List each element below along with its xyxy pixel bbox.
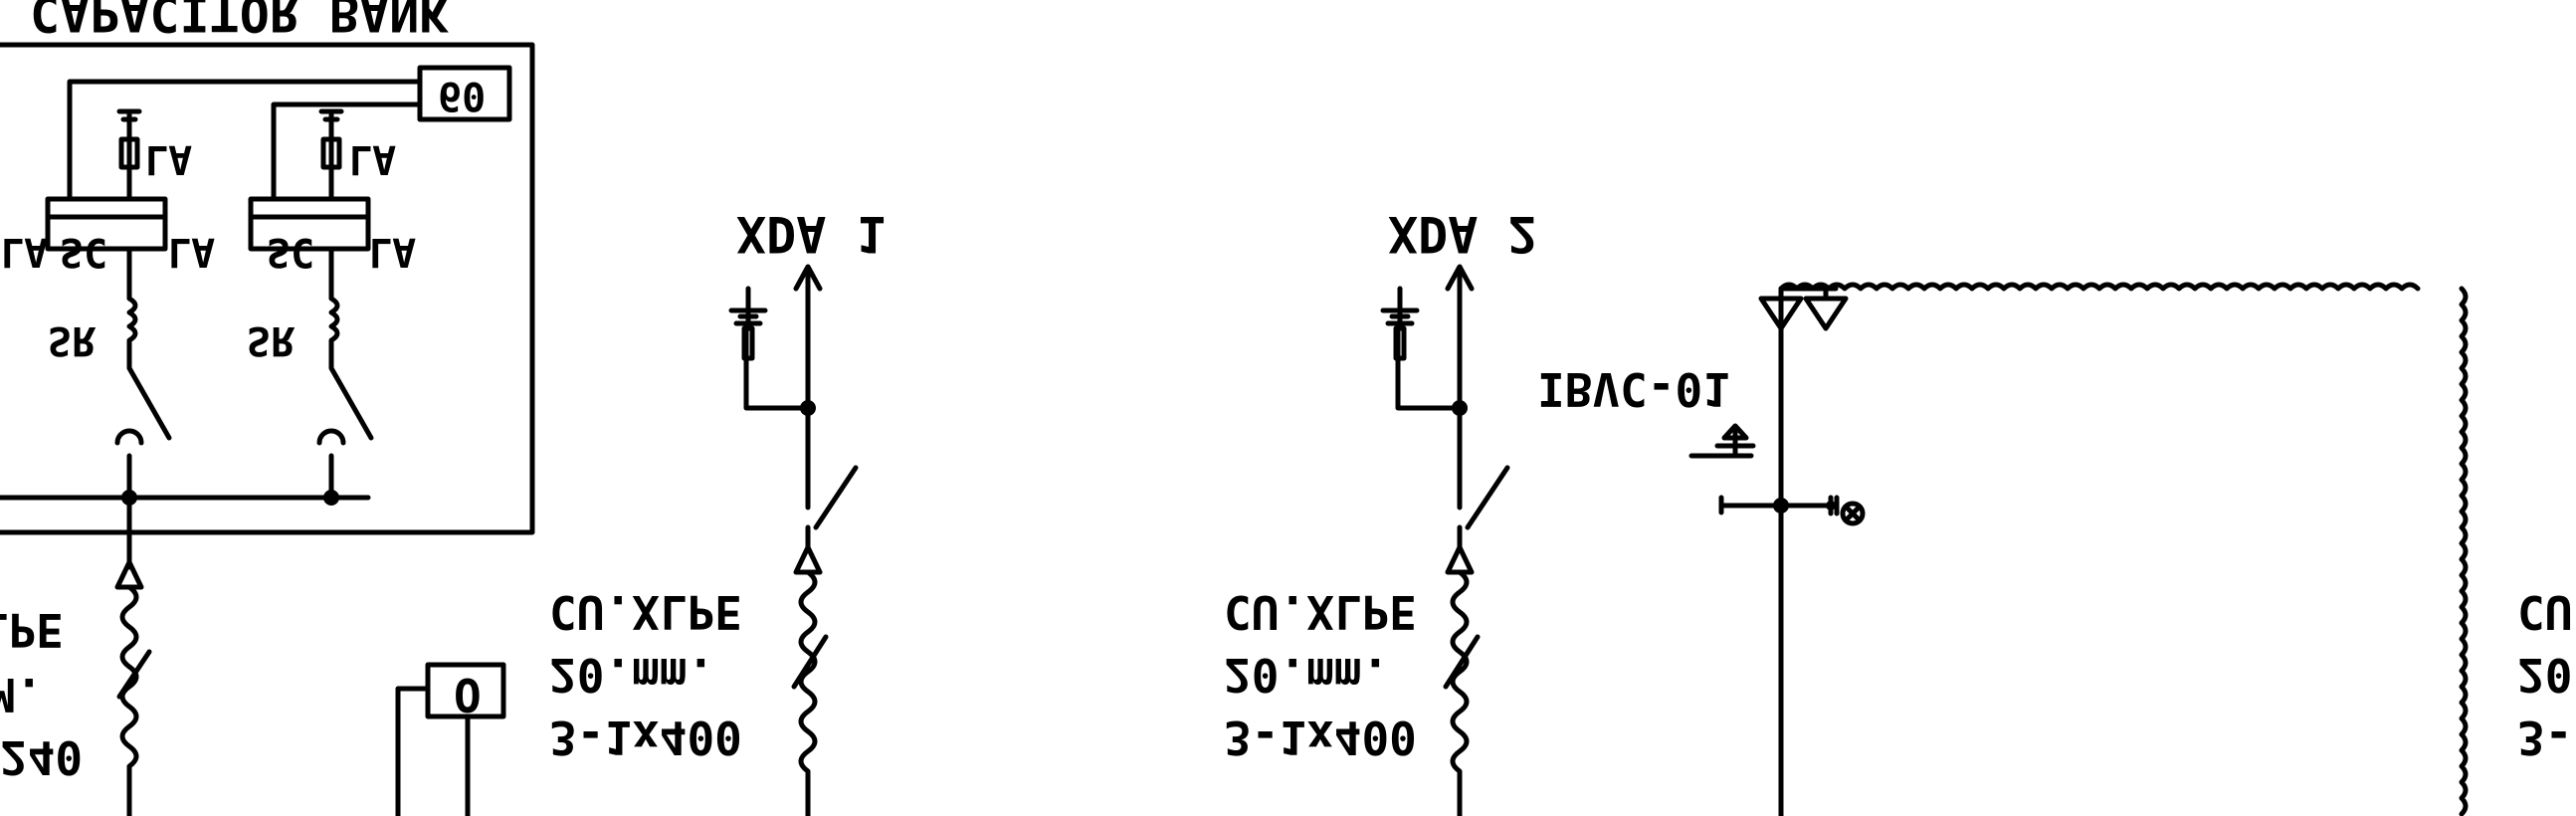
cable-label-4-line1: CU — [2517, 585, 2573, 639]
label-xda1: XDA 1 — [736, 205, 887, 263]
cable-label-3-line2: 20.mm. — [1224, 648, 1390, 702]
diagram-title: CAPACITOR BANK — [30, 0, 450, 42]
cable-label-2-line3: 3-1x400 — [549, 711, 742, 764]
label-sc1: SC — [60, 229, 108, 275]
series-reactor-2 — [328, 246, 374, 441]
label-la-top-2: LA — [348, 136, 397, 182]
sc-unit-1-box — [45, 196, 168, 252]
sc-unit-2-box — [248, 196, 371, 252]
cable-label-4-line2: 20 — [2517, 648, 2573, 702]
label-la-right: LA — [368, 229, 417, 275]
cable-label-2-line1: CU.XLPE — [549, 585, 742, 639]
ibvc-tap — [1718, 495, 1840, 516]
label-sr1: SR — [48, 317, 97, 363]
ibvc-ground — [1688, 423, 1756, 459]
wavy-cable-top — [1778, 282, 2421, 292]
label-sr2: SR — [247, 317, 296, 363]
control-wire-2 — [271, 102, 423, 202]
xda2-feeder — [1380, 264, 1510, 816]
cable-label-3-line1: CU.XLPE — [1224, 585, 1417, 639]
cable-label-4-line3: 3- — [2517, 711, 2573, 764]
relay-box-60 — [417, 65, 512, 122]
label-box-o: O — [454, 668, 482, 721]
xda1-feeder — [728, 264, 859, 816]
wavy-cable-right — [2459, 286, 2469, 816]
lightning-arrester-1 — [116, 108, 142, 202]
indicator-lamp — [1840, 501, 1866, 526]
cable-label-1-line2: MM. — [0, 668, 44, 721]
label-ibvc: IBVC-01 — [1537, 362, 1730, 416]
cable-label-3-line3: 3-1x400 — [1224, 711, 1417, 764]
label-la-left: LA — [0, 229, 49, 275]
cable-label-1-line1: CU.XLPE — [0, 603, 64, 657]
lightning-arrester-2 — [318, 108, 344, 202]
cable-label-1-line3: 240 — [0, 730, 84, 784]
control-wire-1 — [67, 79, 423, 202]
label-la-mid: LA — [167, 229, 216, 275]
feeder-1 — [114, 495, 152, 816]
label-xda2: XDA 2 — [1388, 205, 1538, 263]
breaker-2 — [316, 428, 346, 501]
breaker-1 — [114, 428, 144, 501]
series-reactor-1 — [126, 246, 172, 441]
capacitor-bank-enclosure — [0, 42, 535, 535]
label-60: 60 — [438, 73, 487, 118]
ibvc-line — [1758, 286, 1849, 816]
relay-box-o-wire — [395, 686, 471, 816]
label-sc2: SC — [267, 229, 315, 275]
label-la-top-1: LA — [144, 136, 193, 182]
cable-label-2-line2: 20.mm. — [549, 648, 715, 702]
